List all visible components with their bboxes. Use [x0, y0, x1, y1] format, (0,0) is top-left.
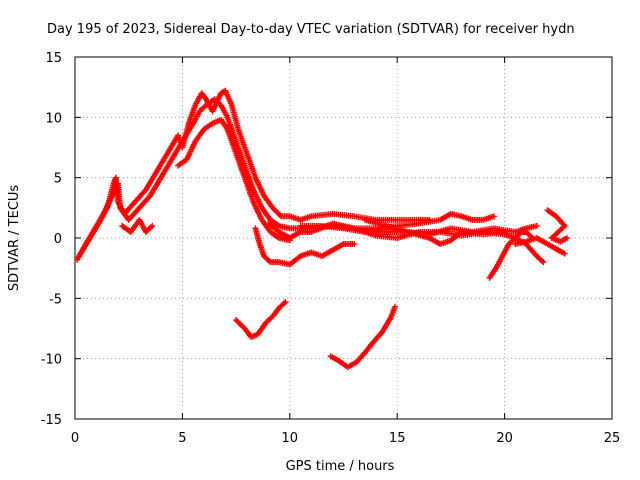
series-trace-4: [175, 116, 293, 244]
data-point-fill: [266, 257, 273, 264]
y-axis-label: SDTVAR / TECUs: [7, 185, 22, 292]
series-trace-5: [252, 225, 358, 268]
y-tick-label: -15: [41, 413, 62, 428]
data-point: [282, 298, 289, 305]
data-point: [563, 235, 570, 241]
series-trace-13: [327, 303, 399, 371]
data-point: [533, 222, 540, 229]
data-point-fill: [517, 230, 524, 237]
y-tick-label: -5: [49, 292, 62, 307]
series-trace-11: [544, 207, 570, 245]
series-trace-12: [233, 298, 289, 340]
x-tick-label: 20: [496, 431, 513, 446]
y-tick-label: 10: [45, 111, 62, 126]
data-point: [149, 222, 156, 229]
x-tick-label: 10: [282, 431, 299, 446]
series-trace-3: [119, 216, 156, 235]
data-points: [74, 87, 570, 371]
series-trace-8: [361, 216, 508, 248]
data-point: [490, 213, 497, 220]
data-point: [561, 250, 568, 257]
data-point-fill: [276, 212, 283, 219]
chart-title: Day 195 of 2023, Sidereal Day-to-day VTE…: [47, 22, 575, 37]
series-trace-10: [512, 235, 568, 257]
data-point: [351, 241, 358, 248]
data-point: [501, 228, 508, 235]
series-trace-9: [486, 228, 536, 281]
y-tick-label: 0: [54, 232, 62, 247]
data-point: [392, 303, 399, 310]
y-tick-label: 5: [54, 172, 62, 187]
data-point: [540, 259, 547, 266]
y-tick-label: -10: [41, 353, 62, 368]
y-tick-label: 15: [45, 51, 62, 66]
data-point-fill: [148, 224, 155, 231]
data-point-fill: [281, 300, 288, 307]
x-tick-label: 0: [71, 431, 79, 446]
data-point-fill: [538, 257, 545, 264]
x-tick-label: 25: [604, 431, 621, 446]
x-tick-label: 5: [178, 431, 186, 446]
axis-ticks: 0 5 10 15 20 25 -15 -10 -5 0 5 10 15: [41, 51, 621, 446]
x-axis-label: GPS time / hours: [286, 459, 395, 474]
x-tick-label: 15: [389, 431, 406, 446]
